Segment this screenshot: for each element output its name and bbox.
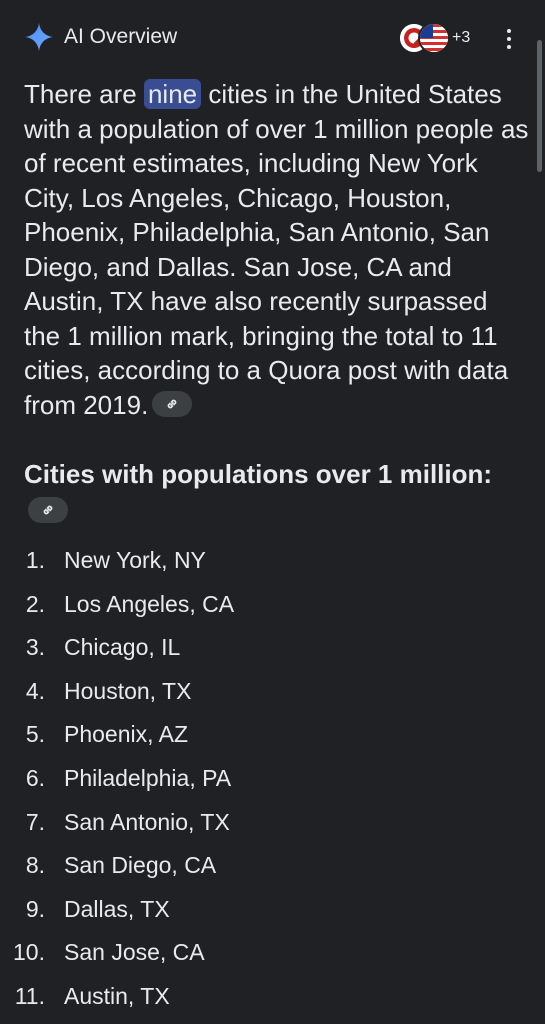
us-flag-icon — [418, 22, 450, 54]
city-list: 1. New York, NY 2. Los Angeles, CA 3. Chica… — [0, 539, 545, 1019]
city-name: Los Angeles, CA — [64, 590, 235, 617]
list-number: 11. — [14, 982, 45, 1009]
list-number: 6. — [25, 764, 45, 791]
highlighted-answer: nine — [143, 79, 202, 109]
list-item: 7. San Antonio, TX — [0, 801, 545, 845]
list-item: 10. San Jose, CA — [0, 931, 545, 975]
list-number: 2. — [25, 590, 45, 617]
list-number: 8. — [25, 852, 45, 879]
section-heading: Cities with populations over 1 million: — [24, 456, 504, 530]
ai-overview-header: AI Overview — [0, 0, 545, 76]
city-name: San Antonio, TX — [64, 808, 230, 835]
list-item: 8. San Diego, CA — [0, 844, 545, 888]
city-name: Dallas, TX — [64, 895, 170, 922]
list-item: 11. Austin, TX — [0, 975, 545, 1019]
list-item: 1. New York, NY — [0, 539, 545, 583]
city-name: New York, NY — [64, 547, 206, 573]
list-item: 4. Houston, TX — [0, 670, 545, 714]
city-name: Chicago, IL — [64, 634, 181, 661]
list-number: 3. — [25, 634, 45, 661]
list-number: 10. — [13, 939, 45, 966]
list-item: 3. Chicago, IL — [0, 626, 545, 670]
list-item: 9. Dallas, TX — [0, 888, 545, 932]
city-name: Phoenix, AZ — [64, 721, 189, 748]
list-number: 1. — [25, 547, 45, 573]
more-vert-icon[interactable] — [498, 26, 520, 52]
sources-button[interactable] — [398, 22, 450, 54]
header-title: AI Overview — [64, 25, 178, 48]
link-icon — [43, 505, 53, 515]
section-heading-text: Cities with populations over 1 million: — [24, 459, 493, 489]
section-link-button[interactable] — [28, 497, 68, 524]
sparkle-icon — [25, 23, 53, 51]
list-number: 5. — [25, 721, 45, 748]
list-item: 5. Phoenix, AZ — [0, 713, 545, 757]
list-number: 7. — [25, 808, 45, 835]
scrollbar[interactable] — [537, 40, 542, 172]
summary-paragraph: There are nine cities in the United Stat… — [24, 77, 529, 422]
city-name: San Jose, CA — [64, 939, 205, 966]
summary-text-before: There are — [24, 79, 144, 109]
city-name: Philadelphia, PA — [64, 764, 232, 791]
link-icon — [167, 399, 177, 408]
list-item: 2. Los Angeles, CA — [0, 583, 545, 627]
summary-text-after: cities in the United States with a popul… — [24, 79, 529, 420]
city-name: Austin, TX — [64, 982, 170, 1009]
list-number: 9. — [25, 895, 45, 922]
source-link-button[interactable] — [152, 390, 193, 417]
city-name: San Diego, CA — [64, 852, 217, 879]
list-number: 4. — [25, 677, 45, 704]
city-name: Houston, TX — [64, 677, 192, 704]
more-sources-count[interactable]: +3 — [452, 29, 471, 46]
list-item: 6. Philadelphia, PA — [0, 757, 545, 801]
